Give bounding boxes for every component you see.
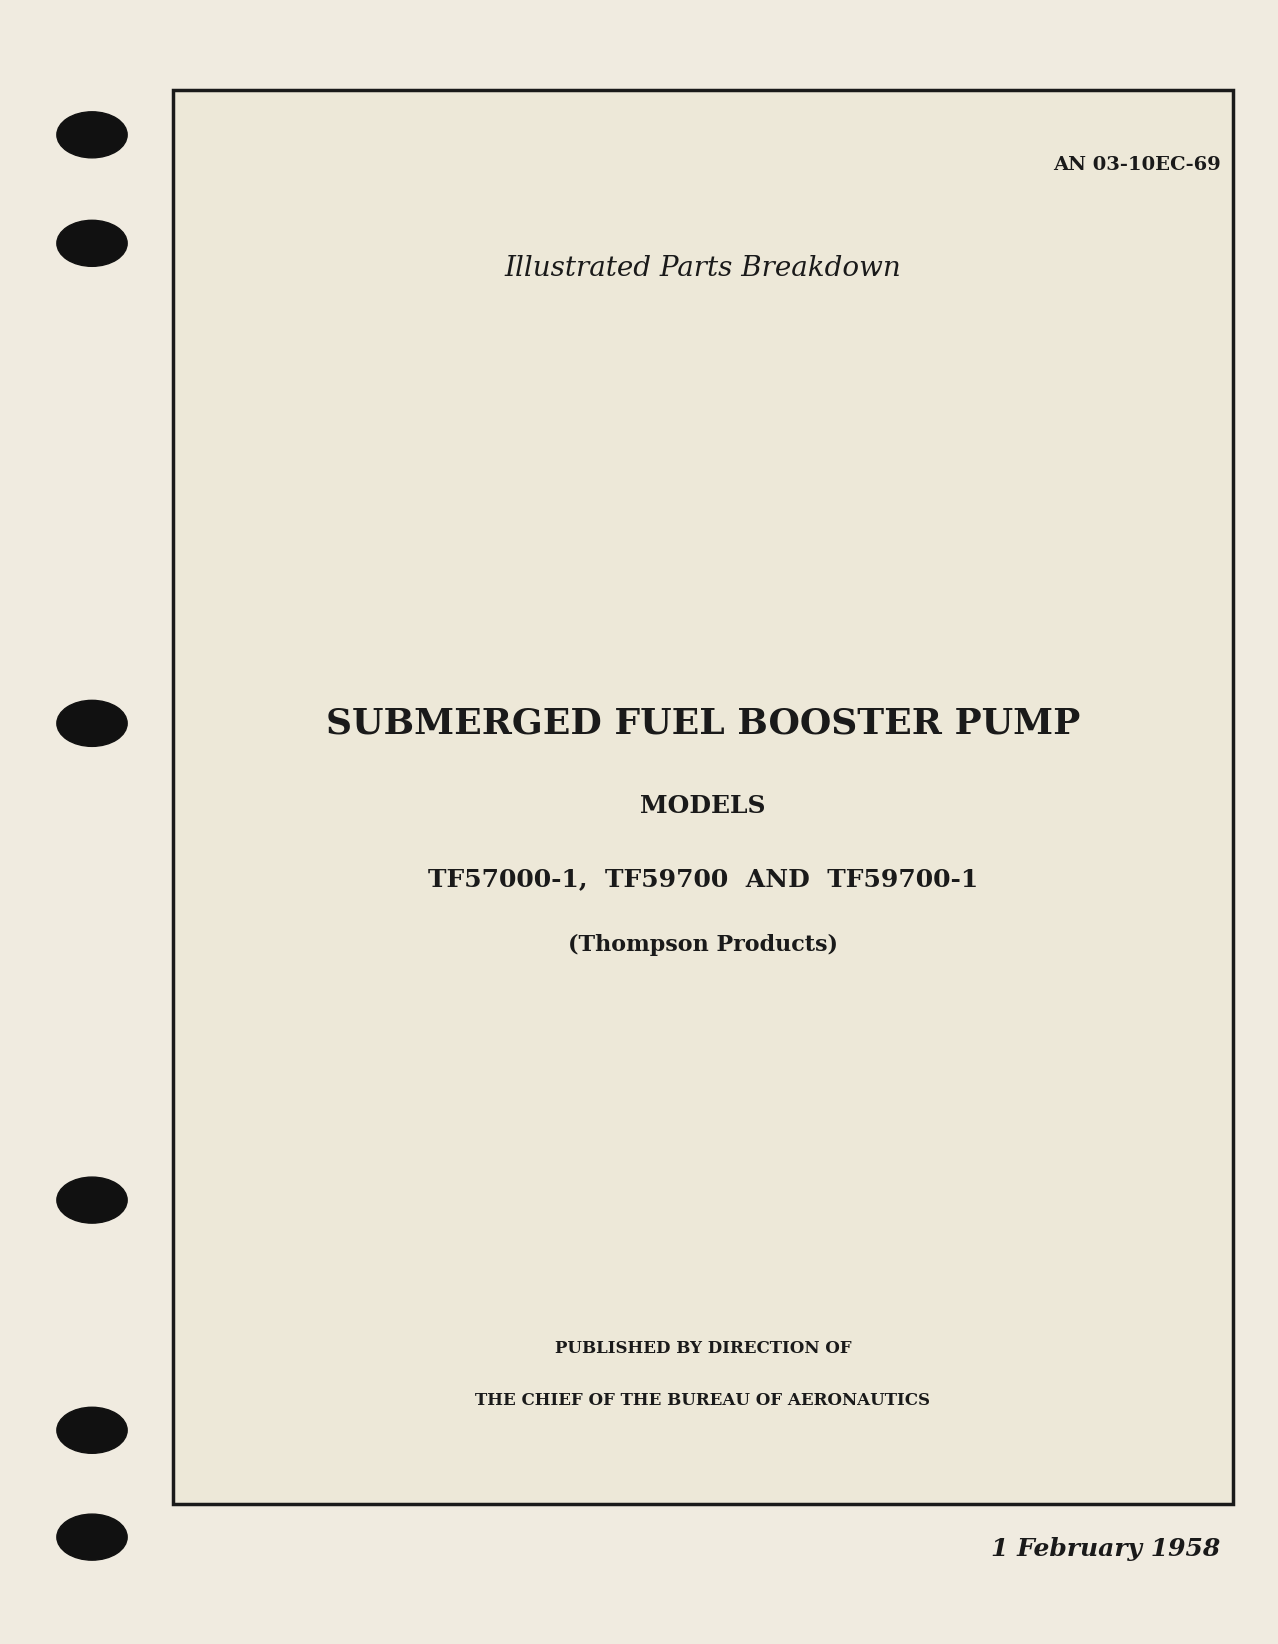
Text: SUBMERGED FUEL BOOSTER PUMP: SUBMERGED FUEL BOOSTER PUMP (326, 707, 1080, 740)
Text: Illustrated Parts Breakdown: Illustrated Parts Breakdown (505, 255, 901, 281)
Text: (Thompson Products): (Thompson Products) (567, 934, 838, 957)
Text: PUBLISHED BY DIRECTION OF: PUBLISHED BY DIRECTION OF (555, 1340, 851, 1356)
Text: TF57000-1,  TF59700  AND  TF59700-1: TF57000-1, TF59700 AND TF59700-1 (428, 868, 978, 891)
Ellipse shape (56, 700, 128, 746)
Ellipse shape (56, 1177, 128, 1223)
Text: MODELS: MODELS (640, 794, 766, 817)
Text: 1 February 1958: 1 February 1958 (992, 1537, 1220, 1562)
Ellipse shape (56, 1514, 128, 1560)
Ellipse shape (56, 220, 128, 266)
Text: THE CHIEF OF THE BUREAU OF AERONAUTICS: THE CHIEF OF THE BUREAU OF AERONAUTICS (475, 1392, 930, 1409)
Text: AN 03-10EC-69: AN 03-10EC-69 (1053, 156, 1220, 174)
Ellipse shape (56, 112, 128, 158)
Bar (173, 90, 1233, 1504)
Ellipse shape (56, 1407, 128, 1453)
